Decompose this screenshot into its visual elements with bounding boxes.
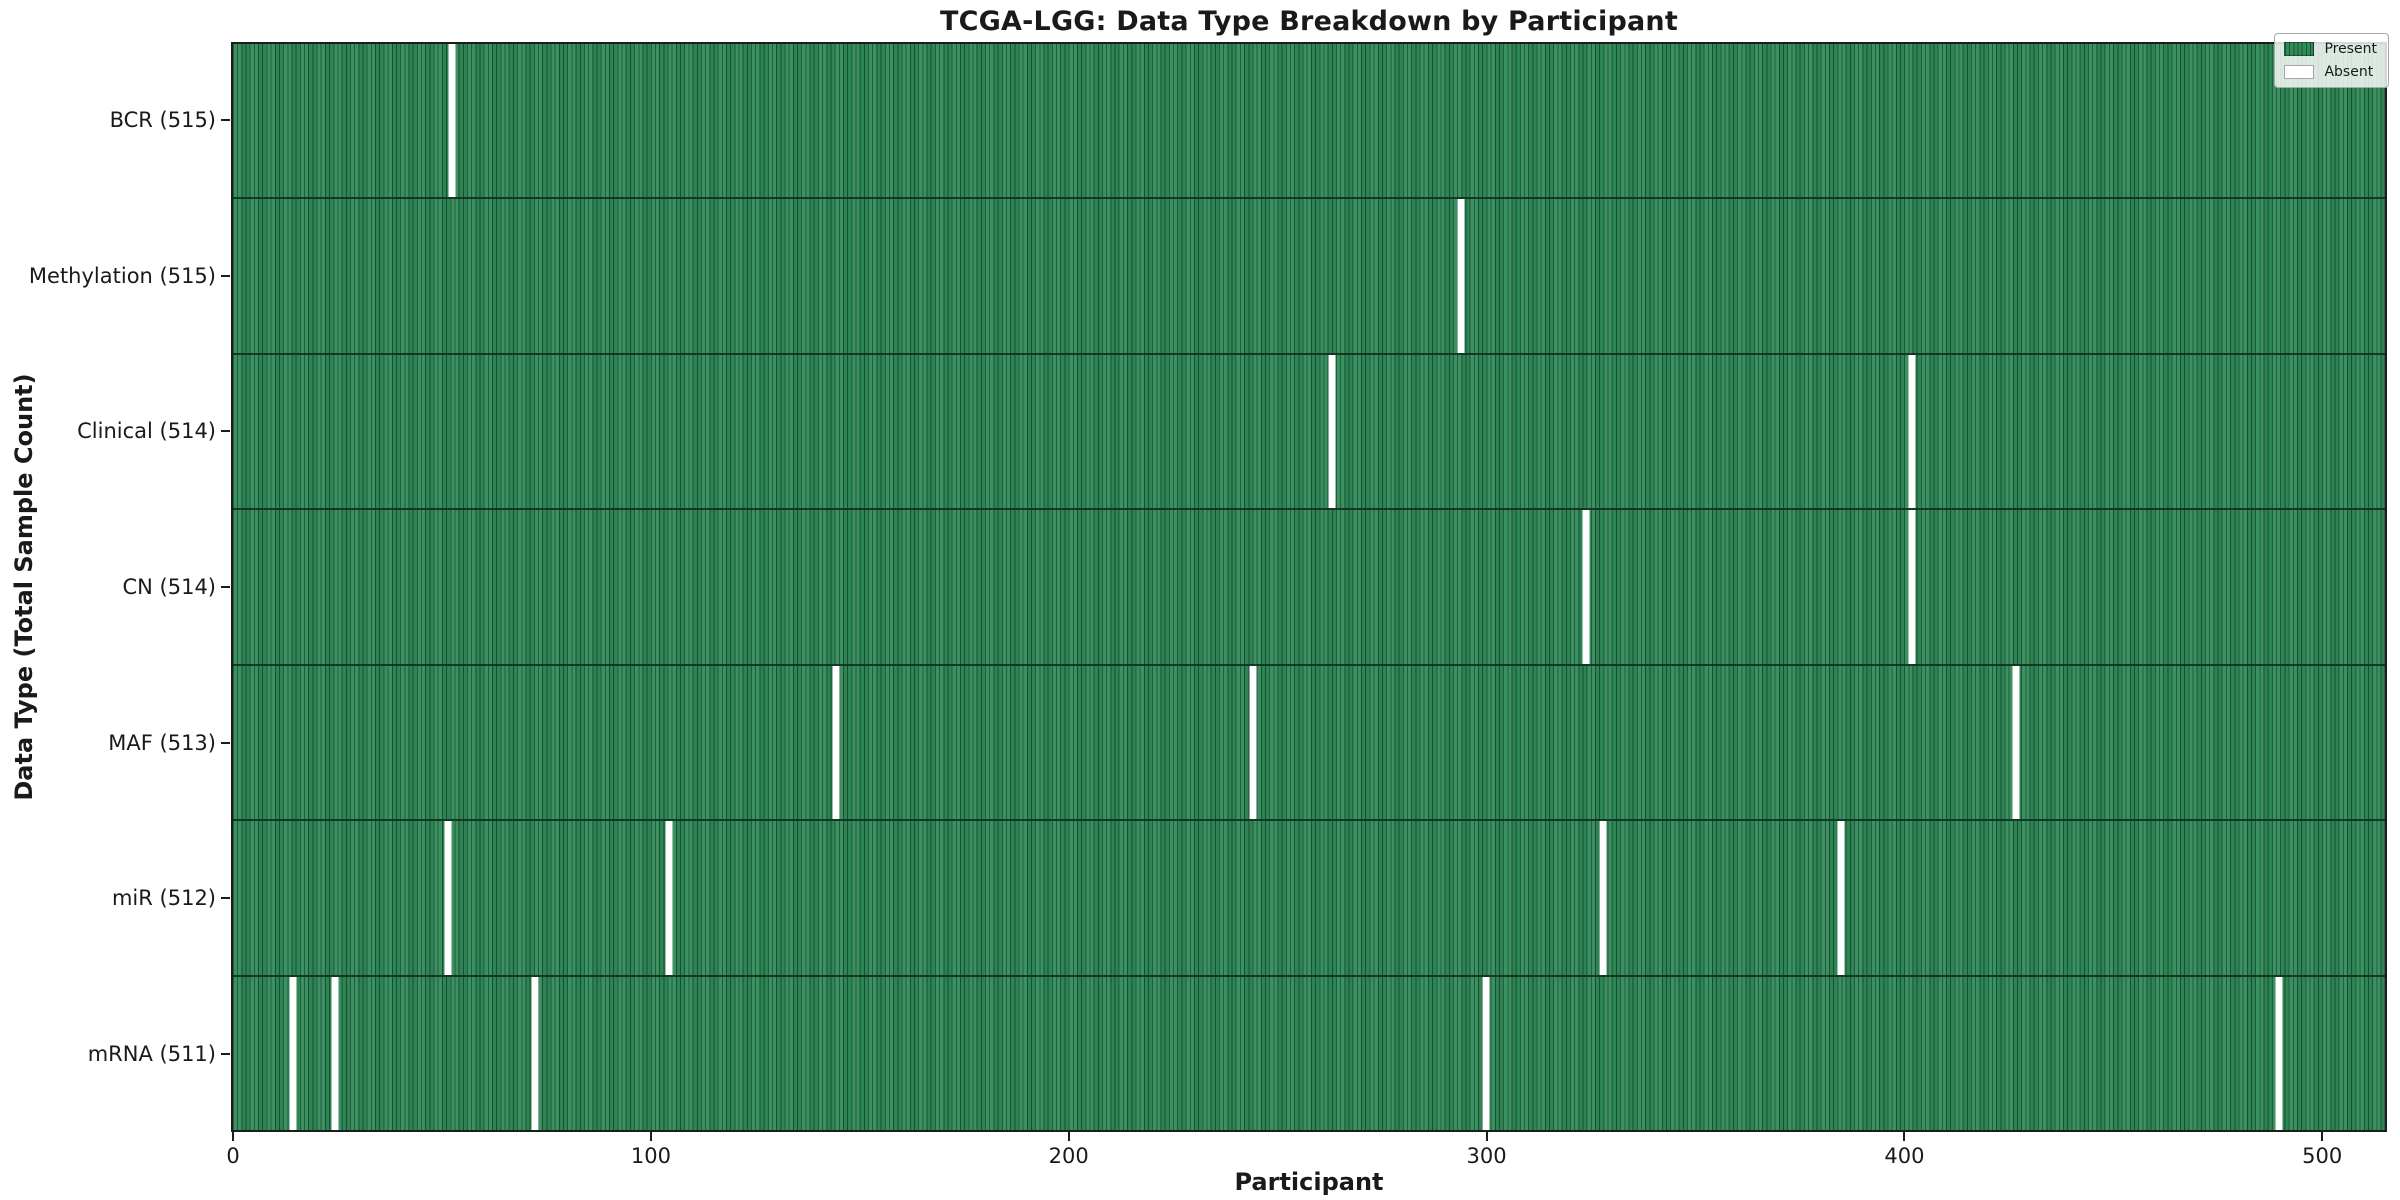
ytick-mark-cn xyxy=(221,586,230,588)
xtick-label-0: 0 xyxy=(226,1144,240,1168)
absent-gap-mrna-14 xyxy=(289,976,297,1130)
absent-gap-mrna-490 xyxy=(2275,976,2283,1130)
xtick-label-400: 400 xyxy=(1884,1144,1925,1168)
ytick-label-methylation: Methylation (515) xyxy=(28,263,216,288)
absent-gap-cn-324 xyxy=(1582,510,1590,664)
ytick-label-mrna: mRNA (511) xyxy=(87,1042,216,1067)
xtick-label-100: 100 xyxy=(630,1144,671,1168)
row-clinical xyxy=(233,354,2385,511)
ytick-mark-mrna xyxy=(221,1053,230,1056)
row-cn xyxy=(233,510,2385,666)
legend: Present Absent xyxy=(2274,33,2389,88)
absent-gap-mrna-24 xyxy=(331,976,339,1130)
ytick-label-mir: miR (512) xyxy=(111,886,216,911)
absent-gap-mir-385 xyxy=(1837,821,1845,975)
chart-title: TCGA-LGG: Data Type Breakdown by Partici… xyxy=(940,6,1678,37)
legend-entry-present: Present xyxy=(2284,41,2377,57)
xtick-label-300: 300 xyxy=(1466,1144,1507,1168)
ytick-mark-maf xyxy=(221,741,230,744)
absent-gap-clinical-402 xyxy=(1908,354,1916,509)
row-maf xyxy=(233,665,2385,822)
xtick-mark-300 xyxy=(1485,1132,1488,1141)
xtick-label-200: 200 xyxy=(1048,1144,1089,1168)
row-mrna xyxy=(233,976,2385,1130)
absent-gap-methylation-294 xyxy=(1457,199,1465,353)
absent-gap-clinical-263 xyxy=(1328,354,1336,509)
ytick-label-clinical: Clinical (514) xyxy=(77,419,216,444)
legend-swatch-present-icon xyxy=(2284,42,2315,56)
absent-gap-mir-328 xyxy=(1599,821,1607,975)
absent-gap-mir-51 xyxy=(444,821,452,975)
xtick-mark-400 xyxy=(1903,1132,1906,1141)
absent-gap-mir-104 xyxy=(665,821,673,975)
plot-area xyxy=(231,42,2387,1132)
xtick-label-500: 500 xyxy=(2302,1144,2343,1168)
absent-gap-maf-244 xyxy=(1249,665,1257,820)
absent-gap-maf-144 xyxy=(832,665,840,820)
ytick-mark-bcr xyxy=(221,118,230,121)
ytick-mark-methylation xyxy=(221,274,230,277)
x-axis-label: Participant xyxy=(1234,1168,1384,1196)
legend-label-absent: Absent xyxy=(2324,64,2374,80)
absent-gap-cn-402 xyxy=(1908,510,1916,664)
ytick-label-cn: CN (514) xyxy=(122,575,216,599)
absent-gap-bcr-52 xyxy=(448,44,456,198)
xtick-mark-0 xyxy=(232,1132,235,1141)
legend-swatch-absent-icon xyxy=(2284,65,2315,79)
legend-label-present: Present xyxy=(2324,41,2377,57)
ytick-label-maf: MAF (513) xyxy=(108,730,216,755)
xtick-mark-100 xyxy=(649,1132,652,1141)
row-methylation xyxy=(233,199,2385,355)
absent-gap-maf-427 xyxy=(2012,665,2020,820)
ytick-mark-mir xyxy=(221,897,230,900)
row-mir xyxy=(233,821,2385,977)
xtick-mark-500 xyxy=(2321,1132,2324,1141)
xtick-mark-200 xyxy=(1067,1132,1070,1141)
ytick-mark-clinical xyxy=(221,430,230,433)
ytick-label-bcr: BCR (515) xyxy=(109,107,216,132)
absent-gap-mrna-72 xyxy=(531,976,539,1130)
absent-gap-mrna-300 xyxy=(1482,976,1490,1130)
row-bcr xyxy=(233,44,2385,200)
legend-entry-absent: Absent xyxy=(2284,64,2377,80)
